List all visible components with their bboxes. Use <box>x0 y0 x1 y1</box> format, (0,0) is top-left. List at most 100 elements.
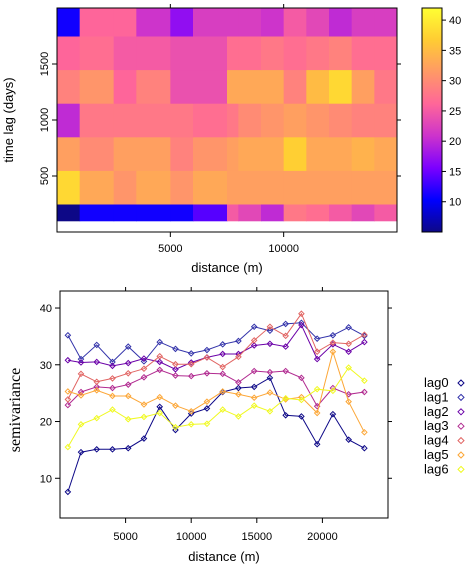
data-point <box>266 368 274 376</box>
data-point <box>329 387 337 395</box>
data-point <box>282 343 289 350</box>
data-point <box>172 360 179 368</box>
y-tick-label: 30 <box>40 360 52 372</box>
data-point <box>156 338 164 346</box>
data-point <box>156 403 164 411</box>
heatmap-cell <box>374 69 398 104</box>
heatmap-cell <box>79 36 115 71</box>
heatmap-cell <box>57 136 81 171</box>
legend-label: lag6 <box>424 461 449 476</box>
data-point <box>93 358 101 366</box>
data-point <box>64 401 72 409</box>
heatmap-cell <box>227 170 239 205</box>
data-point <box>156 393 164 401</box>
data-point <box>124 359 132 367</box>
legend-marker <box>457 379 465 387</box>
heatmap-cell <box>261 103 285 138</box>
heatmap-cell <box>238 8 262 37</box>
heatmap-cell <box>227 136 239 171</box>
data-point <box>64 356 72 364</box>
data-point <box>93 383 101 391</box>
heatmap-cell <box>227 8 239 37</box>
data-point <box>298 310 305 318</box>
heatmap-cell <box>306 170 330 205</box>
heatmap-cell <box>374 170 398 205</box>
data-point <box>140 365 148 373</box>
legend-marker <box>457 408 465 416</box>
data-point <box>64 396 72 403</box>
heatmap-cell <box>136 36 171 71</box>
heatmap-cell <box>261 69 285 104</box>
data-point <box>266 374 274 382</box>
data-point <box>282 320 289 328</box>
heatmap-cell <box>374 36 398 71</box>
data-point <box>203 420 211 428</box>
data-point <box>203 405 211 412</box>
heatmap-cell <box>136 69 171 104</box>
data-point <box>282 411 289 419</box>
legend-item-lag2: lag2 <box>424 404 465 419</box>
heatmap-cell <box>283 36 307 71</box>
data-point <box>250 323 258 331</box>
heatmap-x-ticks: 5000 10000 <box>158 4 299 255</box>
data-point <box>266 408 274 415</box>
heatmap-cell <box>374 8 398 37</box>
heatmap-cell <box>329 8 353 37</box>
y-tick-label: 20 <box>40 417 52 429</box>
series-line <box>67 312 365 400</box>
legend-item-lag6: lag6 <box>424 461 465 476</box>
data-point <box>345 340 352 348</box>
colorbar <box>421 7 443 233</box>
data-point <box>124 415 132 423</box>
line-x-axis-label: distance (m) <box>188 549 260 564</box>
x-tick-label: 15000 <box>242 531 273 543</box>
data-point <box>203 346 211 354</box>
heatmap-cell <box>261 136 285 171</box>
data-point <box>298 321 305 329</box>
data-point <box>187 408 195 415</box>
legend-item-lag4: lag4 <box>424 433 465 448</box>
heatmap-cell <box>306 103 330 138</box>
data-point <box>109 446 116 453</box>
data-point <box>77 359 85 366</box>
heatmap-cell <box>238 136 262 171</box>
data-point <box>187 360 195 368</box>
series-lag3 <box>64 366 368 410</box>
heatmap-cell <box>238 36 262 71</box>
heatmap-cell <box>57 8 81 37</box>
y-tick-label: 1500 <box>39 52 51 76</box>
heatmap-cell <box>329 103 353 138</box>
heatmap-cell <box>238 170 262 205</box>
heatmap-cell <box>193 69 228 104</box>
data-point <box>313 409 321 417</box>
data-point <box>187 372 195 380</box>
data-point <box>77 392 85 399</box>
legend-label: lag2 <box>424 404 449 419</box>
heatmap-y-axis-label: time lag (days) <box>1 77 16 162</box>
heatmap-cell <box>283 136 307 171</box>
heatmap-cell <box>351 204 375 222</box>
heatmap-cell <box>170 204 194 222</box>
legend-marker <box>457 436 465 445</box>
data-point <box>361 428 368 436</box>
heatmap-cell <box>113 8 137 37</box>
data-point <box>140 401 148 408</box>
heatmap-cell <box>261 36 285 71</box>
data-point <box>345 324 352 331</box>
semivariance-panel: 5000 10000 15000 20000 10 20 30 40 distance (m… <box>7 287 465 564</box>
data-point <box>250 337 258 344</box>
data-point <box>140 435 148 442</box>
heatmap-cell <box>136 103 171 138</box>
data-point <box>187 350 195 357</box>
x-tick-label: 10000 <box>176 531 207 543</box>
heatmap-cell <box>351 69 375 104</box>
data-point <box>187 359 195 366</box>
legend-item-lag0: lag0 <box>424 375 465 390</box>
data-point <box>361 388 368 396</box>
data-point <box>329 339 337 346</box>
heatmap-cell <box>329 170 353 205</box>
heatmap-y-ticks: 500 1000 1500 <box>39 52 401 185</box>
heatmap-cell <box>136 8 171 37</box>
